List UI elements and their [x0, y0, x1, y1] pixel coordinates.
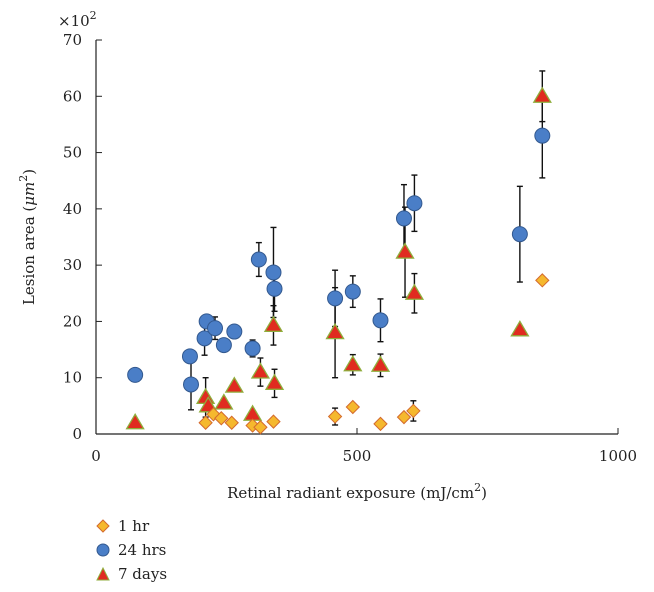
point-1hr: [266, 414, 281, 429]
point-1hr: [345, 399, 361, 415]
y-tick-label: 30: [63, 256, 82, 274]
point-24hrs: [181, 348, 198, 365]
point-24hrs: [406, 195, 423, 212]
x-tick-label: 500: [343, 447, 372, 465]
point-7days: [532, 86, 552, 103]
y-tick-label: 40: [63, 200, 82, 218]
axes: [95, 39, 619, 435]
point-24hrs: [534, 127, 551, 144]
x-tick-label: 1000: [599, 447, 637, 465]
point-7days: [224, 376, 244, 393]
circle-marker-icon: [96, 543, 110, 557]
y-tick-label: 70: [63, 31, 82, 49]
point-7days: [250, 362, 271, 379]
y-tick-label: 60: [63, 87, 82, 105]
y-tick-label: 50: [63, 144, 82, 162]
y-tick-label: 10: [63, 369, 82, 387]
point-7days: [264, 373, 285, 390]
point-7days: [242, 404, 263, 421]
axis-labels: 0 10 20 30 40 50 60 70 0 500 1000 ×102 Retinal radia…: [17, 9, 637, 502]
point-24hrs: [127, 366, 144, 383]
legend-item-24hrs: 24 hrs: [96, 538, 167, 562]
y-tick-label: 20: [63, 312, 82, 330]
point-7days: [370, 355, 391, 372]
point-7days: [263, 315, 284, 332]
point-24hrs: [511, 226, 528, 243]
point-24hrs: [207, 320, 224, 337]
legend-item-7days: 7 days: [96, 562, 167, 586]
point-24hrs: [372, 312, 389, 329]
point-1hr: [198, 415, 213, 430]
point-7days: [325, 322, 345, 340]
legend-item-1hr: 1 hr: [96, 514, 167, 538]
point-1hr: [396, 409, 412, 425]
point-1hr: [373, 416, 388, 432]
point-24hrs: [183, 376, 200, 393]
point-24hrs: [244, 340, 261, 357]
error-bars: [188, 70, 546, 426]
point-1hr: [406, 403, 421, 419]
x-axis-title: Retinal radiant exposure (mJ/cm2): [227, 481, 487, 502]
point-24hrs: [395, 210, 412, 227]
scatter-chart: 0 10 20 30 40 50 60 70 0 500 1000 ×102 Retinal radia…: [17, 9, 637, 502]
point-24hrs: [266, 280, 283, 297]
point-24hrs: [226, 323, 243, 340]
point-24hrs: [265, 264, 282, 281]
point-24hrs: [215, 337, 232, 354]
y-multiplier-label: ×102: [58, 9, 97, 30]
legend: 1 hr 24 hrs 7 days: [96, 514, 167, 586]
legend-label-24hrs: 24 hrs: [118, 541, 167, 559]
point-1hr: [224, 415, 239, 430]
legend-label-7days: 7 days: [118, 565, 168, 583]
point-7days: [343, 354, 363, 372]
point-7days: [125, 412, 145, 430]
diamond-marker-icon: [96, 519, 110, 533]
point-7days: [404, 283, 425, 300]
point-24hrs: [344, 283, 361, 300]
triangle-marker-icon: [96, 567, 110, 581]
point-1hr: [535, 273, 550, 288]
point-1hr: [327, 409, 343, 424]
y-tick-label: 0: [72, 425, 82, 443]
point-1hr: [253, 420, 268, 435]
point-24hrs: [196, 330, 213, 347]
point-7days: [214, 393, 234, 410]
point-24hrs: [250, 251, 267, 268]
point-1hr: [214, 411, 229, 426]
x-tick-label: 0: [91, 447, 101, 465]
point-7days: [395, 242, 415, 259]
data-points: [125, 86, 552, 435]
point-24hrs: [327, 290, 344, 307]
point-7days: [510, 320, 530, 337]
legend-label-1hr: 1 hr: [118, 517, 150, 535]
y-axis-title: Lesion area (μm2): [17, 169, 38, 305]
